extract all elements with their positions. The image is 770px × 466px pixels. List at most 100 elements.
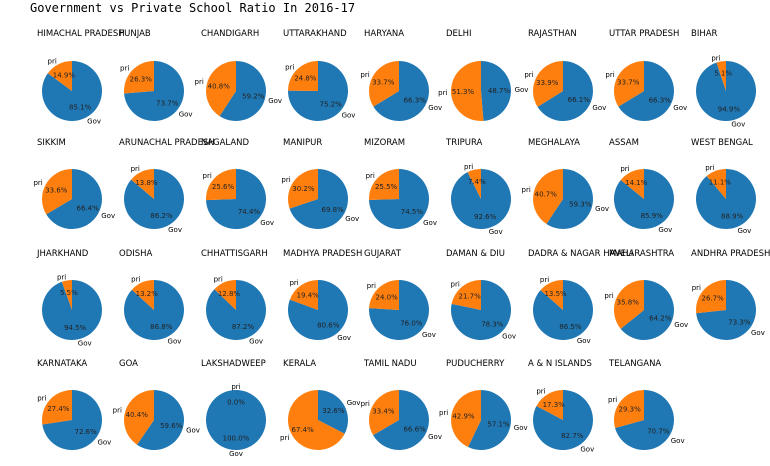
pie-slice-gov	[613, 169, 674, 229]
pie-slice-gov	[696, 280, 756, 341]
state-pie-chart: MANIPUR 30.2% 69.8% pri Gov	[281, 138, 359, 230]
pie-title: CHHATTISGARH	[201, 249, 268, 259]
pie-label-gov-pct: 66.6%	[403, 425, 426, 433]
pie-label-pri: pri	[711, 54, 720, 62]
pie-label-pri-pct: 30.2%	[292, 185, 315, 193]
pie-slice-gov	[219, 61, 266, 121]
state-pie-chart: WEST BENGAL 11.1% 88.9% pri Gov	[691, 138, 757, 235]
pie-slice-pri	[716, 61, 726, 91]
pie-label-pri: pri	[608, 396, 617, 404]
pie-slice-pri	[61, 279, 72, 310]
state-pie-chart: TELANGANA 29.3% 70.7% pri Gov	[608, 359, 685, 451]
pie-slice-gov	[450, 280, 511, 341]
pie-slice-gov	[42, 390, 102, 451]
pie-label-gov: Gov	[592, 104, 606, 112]
state-pie-chart: NAGALAND 25.6% 74.4% pri Gov	[201, 138, 274, 230]
pie-label-pri-pct: 17.3%	[543, 401, 566, 409]
pie-slice-pri	[47, 61, 72, 91]
pie-slice-gov	[546, 169, 594, 230]
pie-slice-gov	[46, 169, 102, 229]
pie-title: MEGHALAYA	[528, 138, 580, 148]
pie-label-pri-pct: 51.3%	[452, 88, 475, 96]
pie-label-gov: Gov	[101, 212, 115, 220]
pie-label-gov-pct: 86.5%	[559, 323, 582, 331]
pie-label-gov: Gov	[345, 215, 359, 223]
state-pie-chart: TRIPURA 7.4% 92.6% pri Gov	[445, 138, 511, 236]
pie-label-gov-pct: 66.3%	[404, 96, 427, 104]
pie-label-gov: Gov	[179, 110, 193, 118]
pie-title: KERALA	[283, 359, 316, 369]
pie-slice-gov	[124, 169, 185, 230]
pie-label-gov-pct: 80.6%	[317, 321, 340, 329]
pie-label-gov: Gov	[168, 226, 182, 234]
pie-slice-gov	[468, 389, 512, 450]
pie-slice-gov	[206, 390, 266, 450]
state-pie-chart: ODISHA 13.2% 86.8% pri Gov	[119, 249, 184, 345]
state-pie-chart: CHHATTISGARH 12.8% 87.2% pri Gov	[201, 249, 268, 345]
state-pie-chart: BIHAR 5.1% 94.9% pri Gov	[691, 29, 757, 129]
pie-label-pri-pct: 33.7%	[617, 79, 640, 87]
pie-slice-gov	[318, 390, 348, 434]
pie-slice-pri	[131, 169, 154, 199]
pie-title: PUDUCHERRY	[446, 359, 505, 369]
pie-label-pri-pct: 13.8%	[135, 179, 158, 187]
state-pie-chart: DAMAN & DIU 21.7% 78.3% pri Gov	[446, 249, 516, 341]
pie-label-gov: Gov	[514, 424, 528, 432]
state-pie-chart: PUDUCHERRY 42.9% 57.1% pri Gov	[439, 359, 528, 450]
pie-label-pri: pri	[285, 64, 294, 72]
pie-label-gov: Gov	[671, 437, 685, 445]
pie-label-pri-pct: 5.1%	[714, 70, 732, 78]
pie-label-pri-pct: 26.3%	[130, 75, 153, 83]
pie-slice-pri	[614, 61, 644, 107]
pie-slice-gov	[696, 169, 757, 230]
pie-label-pri: pri	[361, 400, 370, 408]
pie-slice-gov	[537, 61, 593, 122]
pie-label-pri-pct: 19.4%	[297, 292, 320, 300]
pie-slice-pri	[123, 390, 154, 445]
pie-slice-gov	[615, 389, 675, 451]
pie-slice-pri	[123, 61, 154, 94]
pie-label-gov: Gov	[489, 228, 503, 236]
pie-slice-pri	[620, 169, 644, 199]
pie-slice-pri	[614, 280, 644, 329]
state-pie-chart: A & N ISLANDS 17.3% 82.7% pri Gov	[528, 359, 594, 453]
pie-slice-gov	[532, 390, 593, 450]
pie-label-pri: pri	[131, 276, 140, 284]
pie-label-gov-pct: 72.6%	[75, 428, 98, 436]
pie-slice-pri	[695, 280, 726, 314]
pie-label-gov-pct: 85.1%	[69, 104, 92, 112]
pie-title: JHARKHAND	[36, 249, 89, 259]
pie-label-gov: Gov	[658, 226, 672, 234]
pie-title: UTTARAKHAND	[283, 29, 347, 39]
pie-title: TRIPURA	[445, 138, 483, 148]
pie-label-gov-pct: 76.0%	[400, 320, 423, 328]
pie-label-pri: pri	[231, 383, 240, 391]
pie-label-pri: pri	[464, 163, 473, 171]
pie-label-pri: pri	[366, 172, 375, 180]
pie-slice-pri	[532, 61, 563, 107]
pie-slice-gov	[481, 61, 512, 121]
pie-label-gov: Gov	[595, 205, 609, 213]
pie-label-pri: pri	[522, 186, 531, 194]
pie-label-gov: Gov	[737, 227, 751, 235]
pie-slice-pri	[536, 390, 563, 420]
pie-label-gov: Gov	[229, 450, 243, 458]
pie-slice-gov	[41, 280, 102, 341]
pie-label-gov: Gov	[751, 329, 765, 337]
pie-label-pri: pri	[692, 284, 701, 292]
pie-slice-pri	[614, 390, 644, 429]
pie-label-pri: pri	[280, 434, 289, 442]
pie-label-gov-pct: 59.3%	[569, 201, 592, 209]
pie-slice-pri	[369, 61, 399, 107]
state-pie-chart: ANDHRA PRADESH 26.7% 73.3% pri Gov	[691, 249, 770, 341]
pie-label-gov-pct: 66.3%	[649, 96, 672, 104]
pie-label-pri: pri	[203, 172, 212, 180]
pie-label-pri-pct: 0.0%	[227, 399, 245, 407]
pie-slice-pri	[368, 169, 399, 200]
pie-label-gov-pct: 70.7%	[647, 427, 670, 435]
pie-label-gov: Gov	[268, 97, 282, 105]
pie-slice-gov	[124, 61, 184, 122]
state-pie-chart: MEGHALAYA 40.7% 59.3% pri Gov	[522, 138, 609, 230]
pie-label-gov-pct: 73.7%	[156, 100, 179, 108]
